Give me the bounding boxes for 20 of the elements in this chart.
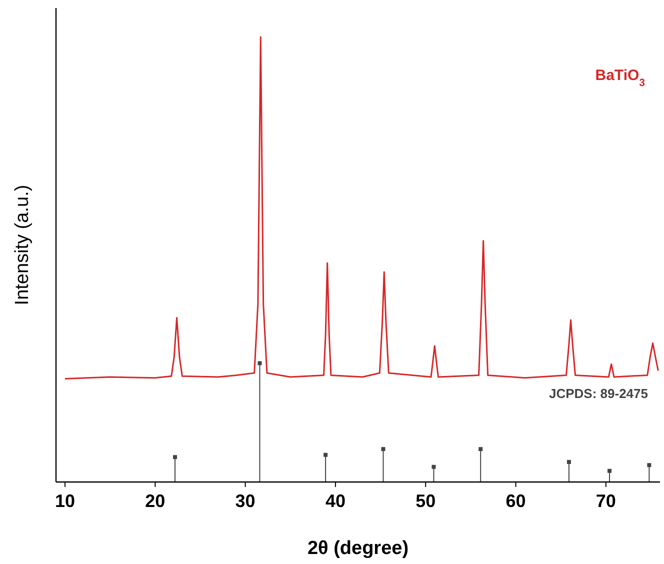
point (324, 452, 328, 457)
point (381, 447, 386, 452)
text: BaTiO$_{3}$ (595, 67, 646, 89)
x-tick-label: 60 (506, 491, 526, 511)
x-tick-label: 70 (596, 491, 616, 511)
x-tick-label: 20 (145, 491, 166, 511)
x-tick-label: 40 (325, 491, 346, 511)
x-axis-title: 2θ (degree) (307, 538, 409, 559)
point (608, 468, 612, 473)
y-axis-title: Intensity (a.u.) (12, 184, 33, 306)
point (258, 361, 262, 366)
point (647, 463, 652, 468)
x-tick-label: 50 (416, 491, 436, 511)
text: JCPDS: 89-2475 (549, 386, 648, 401)
point (432, 464, 436, 469)
x-tick-label: 30 (235, 491, 256, 511)
point (172, 455, 177, 460)
x-tick-label: 10 (55, 491, 76, 511)
point (478, 447, 483, 452)
point (566, 460, 571, 464)
